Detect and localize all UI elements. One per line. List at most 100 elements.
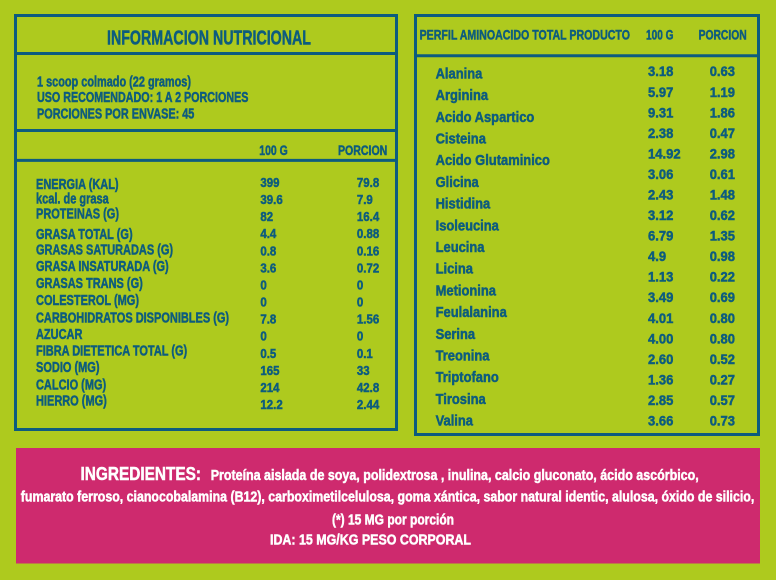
svg-text:0.61: 0.61 (710, 166, 735, 182)
svg-text:CARBOHIDRATOS DISPONIBLES (G): CARBOHIDRATOS DISPONIBLES (G) (36, 311, 229, 327)
svg-text:GRASAS TRANS (G): GRASAS TRANS (G) (36, 276, 143, 292)
svg-text:PROTEINAS (G): PROTEINAS (G) (36, 207, 119, 223)
svg-text:214: 214 (260, 380, 280, 395)
svg-text:4.9: 4.9 (648, 248, 666, 264)
svg-text:Cisteina: Cisteina (436, 132, 487, 148)
svg-text:1.86: 1.86 (710, 104, 735, 120)
svg-text:2.98: 2.98 (710, 145, 735, 161)
svg-text:0.16: 0.16 (357, 243, 379, 258)
svg-text:fumarato ferroso, cianocobalam: fumarato ferroso, cianocobalamina (B12),… (21, 490, 755, 506)
svg-text:USO RECOMENDADO: 1 A 2 PORCION: USO RECOMENDADO: 1 A 2 PORCIONES (37, 90, 248, 106)
svg-text:0: 0 (357, 329, 363, 344)
svg-text:2.43: 2.43 (648, 187, 673, 203)
svg-text:2.38: 2.38 (648, 125, 673, 141)
svg-text:0.88: 0.88 (357, 226, 379, 241)
svg-text:100 G: 100 G (646, 27, 674, 43)
svg-text:Histidina: Histidina (436, 197, 491, 213)
svg-text:(*) 15 MG por porción: (*) 15 MG por porción (332, 512, 454, 528)
svg-text:7.8: 7.8 (260, 312, 276, 327)
svg-text:1 scoop colmado (22 gramos): 1 scoop colmado (22 gramos) (37, 75, 191, 91)
svg-text:INFORMACION NUTRICIONAL: INFORMACION NUTRICIONAL (107, 27, 311, 50)
svg-text:0.62: 0.62 (710, 207, 735, 223)
svg-text:1.13: 1.13 (648, 269, 673, 285)
svg-text:14.92: 14.92 (648, 145, 681, 161)
svg-text:0.1: 0.1 (357, 346, 373, 361)
svg-text:0.80: 0.80 (710, 330, 735, 346)
svg-text:7.9: 7.9 (357, 192, 373, 207)
svg-text:9.31: 9.31 (648, 104, 673, 120)
svg-text:100 G: 100 G (259, 143, 287, 159)
svg-text:0.80: 0.80 (710, 310, 735, 326)
svg-text:0.72: 0.72 (357, 260, 379, 275)
svg-text:SODIO (MG): SODIO (MG) (36, 360, 100, 376)
svg-text:Alanina: Alanina (436, 66, 483, 82)
svg-text:Tirosina: Tirosina (436, 392, 487, 408)
svg-text:0.27: 0.27 (710, 371, 735, 387)
svg-text:0: 0 (260, 329, 266, 344)
svg-text:2.60: 2.60 (648, 351, 673, 367)
svg-text:Acido Aspartico: Acido Aspartico (436, 110, 535, 126)
svg-text:0.57: 0.57 (710, 392, 735, 408)
svg-text:0.98: 0.98 (710, 248, 735, 264)
svg-text:1.48: 1.48 (710, 187, 735, 203)
svg-text:kcal. de grasa: kcal. de grasa (36, 191, 109, 207)
svg-text:3.06: 3.06 (648, 166, 673, 182)
svg-text:PORCION: PORCION (338, 143, 387, 159)
svg-text:PORCION: PORCION (699, 27, 747, 43)
svg-text:ENERGIA (KAL): ENERGIA (KAL) (36, 177, 119, 193)
svg-text:1.36: 1.36 (648, 371, 673, 387)
svg-text:INGREDIENTES:: INGREDIENTES: (81, 463, 202, 484)
svg-text:39.6: 39.6 (260, 192, 282, 207)
svg-text:1.35: 1.35 (710, 228, 735, 244)
svg-text:Leucina: Leucina (436, 240, 486, 256)
svg-text:0.69: 0.69 (710, 289, 735, 305)
svg-text:Metionina: Metionina (436, 283, 497, 299)
svg-text:16.4: 16.4 (357, 209, 380, 224)
svg-text:3.18: 3.18 (648, 63, 673, 79)
svg-text:FIBRA DIETETICA TOTAL (G): FIBRA DIETETICA TOTAL (G) (36, 344, 187, 360)
svg-text:IDA: 15 MG/KG PESO CORPORAL: IDA: 15 MG/KG PESO CORPORAL (270, 533, 471, 549)
svg-text:82: 82 (260, 209, 273, 224)
svg-text:12.2: 12.2 (260, 397, 282, 412)
svg-text:GRASA INSATURADA (G): GRASA INSATURADA (G) (36, 259, 169, 275)
svg-text:3.66: 3.66 (648, 413, 673, 429)
svg-text:1.19: 1.19 (710, 84, 735, 100)
svg-text:6.79: 6.79 (648, 228, 673, 244)
svg-text:Feulalanina: Feulalanina (436, 305, 508, 321)
svg-text:1.56: 1.56 (357, 312, 379, 327)
svg-text:4.00: 4.00 (648, 330, 673, 346)
svg-text:3.49: 3.49 (648, 289, 673, 305)
svg-text:33: 33 (357, 363, 370, 378)
svg-text:Proteína aislada de soya, poli: Proteína aislada de soya, polidextrosa ,… (211, 468, 699, 484)
svg-text:0.52: 0.52 (710, 351, 735, 367)
svg-text:0.73: 0.73 (710, 413, 735, 429)
svg-text:Acido Glutaminico: Acido Glutaminico (436, 153, 550, 169)
svg-text:GRASAS SATURADAS (G): GRASAS SATURADAS (G) (36, 242, 173, 258)
svg-text:0.47: 0.47 (710, 125, 735, 141)
svg-text:3.12: 3.12 (648, 207, 673, 223)
svg-text:GRASA TOTAL (G): GRASA TOTAL (G) (36, 227, 133, 243)
svg-text:Serina: Serina (436, 327, 476, 343)
svg-text:42.8: 42.8 (357, 380, 379, 395)
svg-text:0: 0 (260, 277, 266, 292)
svg-text:0.22: 0.22 (710, 269, 735, 285)
svg-text:0: 0 (260, 295, 266, 310)
svg-text:4.01: 4.01 (648, 310, 673, 326)
svg-text:2.44: 2.44 (357, 397, 380, 412)
svg-text:0.5: 0.5 (260, 346, 276, 361)
svg-text:PERFIL AMINOACIDO TOTAL PRODUC: PERFIL AMINOACIDO TOTAL PRODUCTO (420, 27, 630, 43)
svg-text:Treonina: Treonina (436, 349, 491, 365)
svg-text:COLESTEROL (MG): COLESTEROL (MG) (36, 293, 139, 309)
svg-text:CALCIO (MG): CALCIO (MG) (36, 378, 106, 394)
svg-text:AZUCAR: AZUCAR (36, 327, 83, 343)
svg-text:4.4: 4.4 (260, 226, 277, 241)
svg-text:0.8: 0.8 (260, 243, 276, 258)
svg-text:399: 399 (260, 175, 279, 190)
svg-text:Arginina: Arginina (436, 88, 489, 104)
svg-text:Triptofano: Triptofano (436, 370, 499, 386)
svg-text:3.6: 3.6 (260, 260, 276, 275)
svg-text:0: 0 (357, 295, 363, 310)
svg-text:HIERRO (MG): HIERRO (MG) (36, 394, 107, 410)
svg-text:79.8: 79.8 (357, 175, 379, 190)
svg-text:Glicina: Glicina (436, 175, 480, 191)
